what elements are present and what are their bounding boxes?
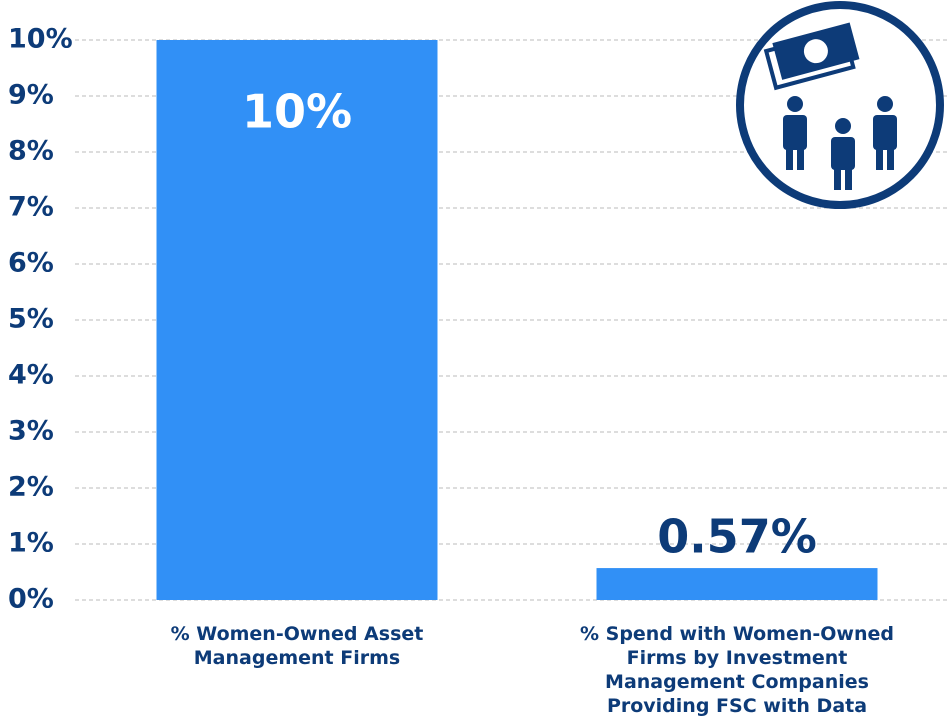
y-tick-label: 10%: [8, 24, 73, 55]
y-tick-label: 6%: [8, 248, 54, 279]
value-label: 0.57%: [657, 510, 817, 564]
value-label: 10%: [242, 85, 352, 139]
x-tick-label: % Women-Owned Asset Management Firms: [170, 623, 424, 669]
icon: [736, 1, 944, 209]
y-tick-label: 3%: [8, 416, 54, 447]
x-tick-label: % Spend with Women-Owned Firms by Invest…: [579, 623, 894, 717]
y-tick-label: 4%: [8, 360, 54, 391]
bar: [156, 40, 438, 600]
y-tick-label: 8%: [8, 136, 54, 167]
y-tick-label: 1%: [8, 528, 54, 559]
bar: [596, 568, 878, 600]
y-tick-label: 5%: [8, 304, 54, 335]
y-tick-label: 7%: [8, 192, 54, 223]
y-tick-label: 9%: [8, 80, 54, 111]
y-tick-label: 2%: [8, 472, 54, 503]
y-tick-label: 0%: [8, 584, 54, 615]
